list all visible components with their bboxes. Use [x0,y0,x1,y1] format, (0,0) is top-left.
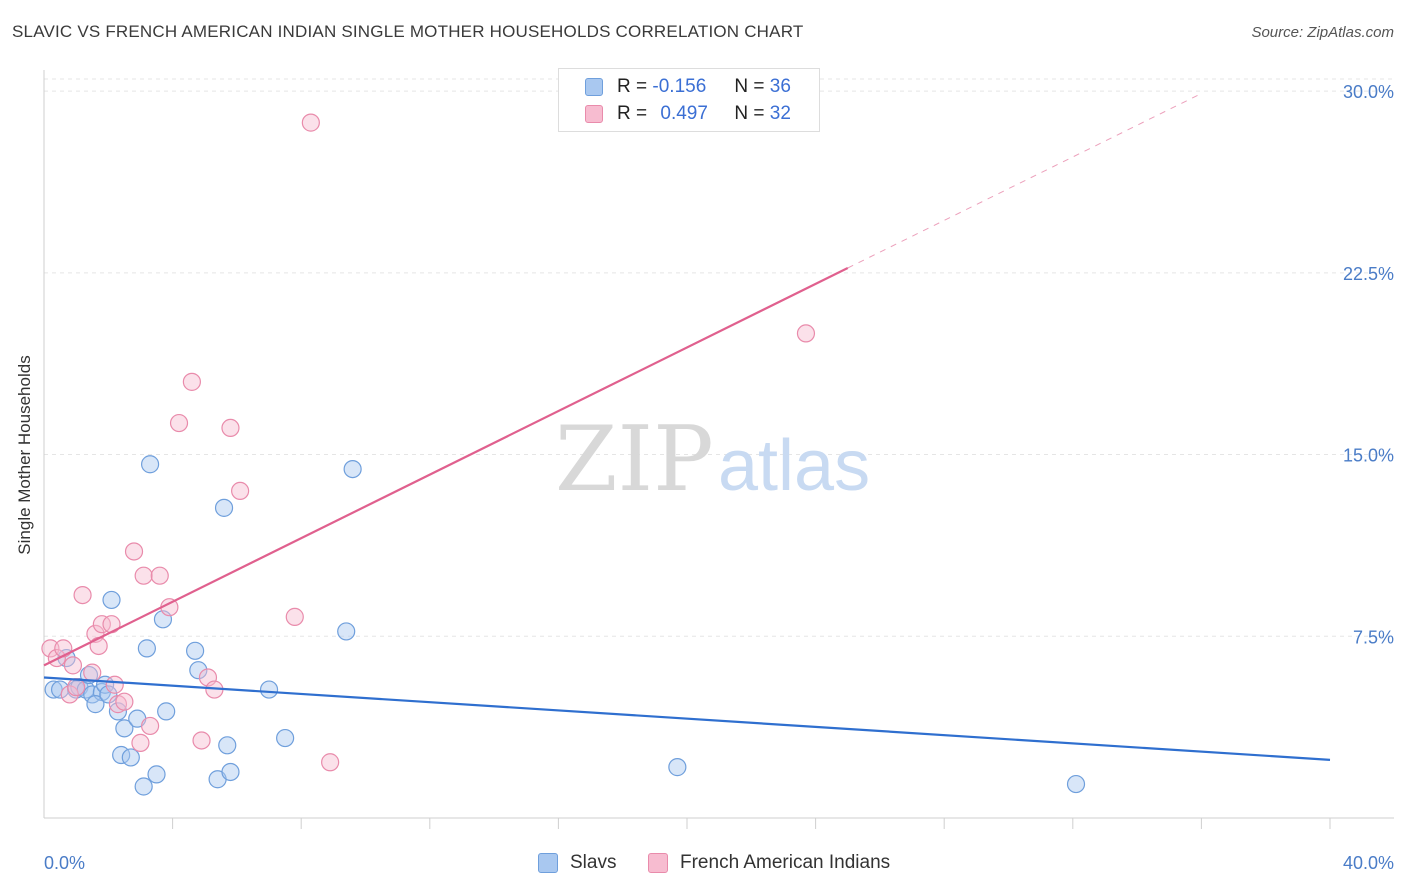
slavs-point [259,680,279,699]
french-point [140,716,160,736]
french-point [54,639,73,658]
slavs-legend-swatch [538,853,558,873]
french-point [124,542,144,561]
y-axis-label: Single Mother Households [15,355,34,554]
legend-r-label: R = [617,103,648,124]
legend-r-value: 0.497 [660,103,708,124]
french-point [131,733,150,752]
french-point [192,731,211,750]
french-point [182,372,201,391]
slavs-point [337,622,356,641]
x-ticks [172,818,1331,829]
french-point [796,324,816,343]
french-point [301,113,320,132]
grid-lines [44,78,1394,637]
slavs-point [137,639,156,658]
slavs-point [189,661,208,680]
legend-label-slavs: Slavs [570,852,617,873]
slavs-point [343,459,362,479]
french-point [321,753,340,772]
legend-item-slavs[interactable]: Slavs [538,852,616,874]
legend-row-french: R = 0.497 N = 32 [585,103,791,125]
french-point [134,566,153,585]
french-swatch [585,105,603,123]
french-point [67,678,86,697]
legend-label-french: French American Indians [680,852,891,873]
legend-n-value: 32 [769,103,791,124]
french-point [83,663,102,682]
slavs-point [140,455,160,474]
data-points [41,113,1086,796]
y-tick-label: 30.0% [1343,82,1394,102]
chart-title: SLAVIC VS FRENCH AMERICAN INDIAN SINGLE … [12,22,804,41]
french-trendline-extension [847,93,1202,269]
slavs-point [186,641,205,660]
slavs-point [99,685,118,704]
legend-r-value: -0.156 [652,76,707,97]
slavs-point [115,719,134,738]
slavs-trendline [43,676,1331,761]
y-tick-label: 15.0% [1343,446,1394,466]
watermark-zip: ZIP [555,407,714,512]
french-point [73,585,92,605]
french-point [169,413,189,433]
source-label: Source: ZipAtlas.com [1251,24,1394,41]
correlation-legend: R = -0.156 N = 36 R = 0.497 N = 32 [558,68,820,132]
slavs-point [221,762,240,782]
french-point [150,566,169,585]
slavs-point [108,702,128,721]
french-point [105,675,124,694]
legend-n-value: 36 [769,76,791,97]
french-point [89,636,108,656]
slavs-point [157,702,176,721]
x-tick-label-max: 40.0% [1343,853,1394,873]
slavs-point [668,758,687,777]
y-tick-label: 22.5% [1343,264,1394,284]
slavs-point [134,777,153,796]
watermark-atlas: atlas [718,426,870,506]
legend-n-label: N = [734,103,765,124]
slavs-point [147,765,166,784]
french-point [92,615,111,634]
french-point [221,418,240,438]
french-legend-swatch [648,853,668,873]
slavs-point [276,728,295,748]
legend-item-french[interactable]: French American Indians [648,852,890,874]
french-point [41,639,60,658]
french-trendline [43,267,849,667]
french-point [285,607,304,626]
x-tick-label-min: 0.0% [44,853,85,873]
watermark: ZIP atlas [555,407,870,512]
legend-row-slavs: R = -0.156 N = 36 [585,76,791,98]
y-tick-labels: 7.5% 15.0% 22.5% 30.0% [1343,82,1394,647]
slavs-point [214,498,234,517]
slavs-point [1066,774,1086,794]
slavs-point [218,736,237,755]
trendlines [43,93,1331,761]
legend-n-label: N = [734,76,765,97]
slavs-point [121,748,140,767]
slavs-point [86,695,105,714]
french-point [63,656,83,675]
french-point [115,692,134,711]
slavs-swatch [585,78,603,96]
slavs-point [102,590,121,610]
legend-r-label: R = [617,76,648,97]
y-tick-label: 7.5% [1353,627,1394,647]
french-point [231,481,250,501]
french-point [60,685,79,704]
